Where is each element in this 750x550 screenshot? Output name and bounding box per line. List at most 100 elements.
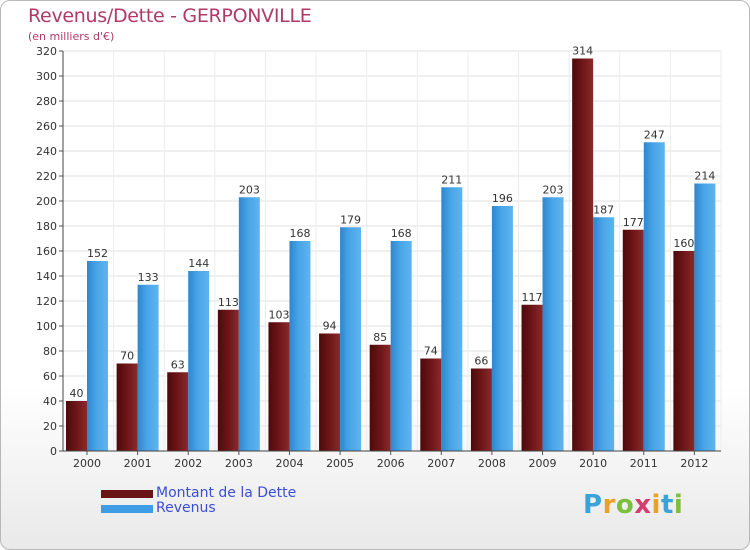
y-tick-label: 100 xyxy=(36,320,57,333)
bar-dette-2001 xyxy=(116,363,138,451)
bar-dette-2003 xyxy=(217,309,239,451)
y-tick-label: 20 xyxy=(43,420,57,433)
bar-dette-2004 xyxy=(268,322,290,451)
x-tick-label: 2002 xyxy=(174,457,202,470)
legend-swatch-revenus xyxy=(101,505,153,513)
y-tick-label: 180 xyxy=(36,220,57,233)
chart-title: Revenus/Dette - GERPONVILLE xyxy=(28,5,312,27)
axis-layer: 0 20 40 60 80 100 120 140 160 180 200 220 240 260 280 3… xyxy=(36,45,721,470)
x-tick-label: 2012 xyxy=(680,457,708,470)
data-label-revenus-2001: 133 xyxy=(138,271,159,284)
data-label-dette-2007: 74 xyxy=(424,345,438,358)
x-tick-label: 2009 xyxy=(529,457,557,470)
bar-dette-2002 xyxy=(167,372,189,451)
legend-label-revenus: Revenus xyxy=(156,500,216,516)
bar-revenus-2005 xyxy=(340,227,362,451)
data-label-revenus-2000: 152 xyxy=(87,247,108,260)
data-label-dette-2012: 160 xyxy=(673,237,694,250)
x-tick-label: 2007 xyxy=(427,457,455,470)
bars-layer xyxy=(66,58,716,451)
data-label-revenus-2009: 203 xyxy=(543,183,564,196)
bar-revenus-2008 xyxy=(491,206,513,451)
x-tick-label: 2000 xyxy=(73,457,101,470)
logo-letter: t xyxy=(660,490,674,520)
labels-layer: 40 152 70 133 63 144 113 203 103 168 94 179 85 168 74 2… xyxy=(70,45,716,401)
data-label-dette-2004: 103 xyxy=(268,308,289,321)
data-label-dette-2010: 314 xyxy=(572,45,593,58)
y-tick-label: 300 xyxy=(36,70,57,83)
legend-swatch-dette xyxy=(101,490,153,498)
y-tick-label: 140 xyxy=(36,270,57,283)
y-tick-label: 160 xyxy=(36,245,57,258)
bar-dette-2011 xyxy=(622,229,644,451)
bar-revenus-2006 xyxy=(390,241,412,451)
data-label-dette-2008: 66 xyxy=(474,355,488,368)
x-tick-label: 2003 xyxy=(225,457,253,470)
legend-label-dette: Montant de la Dette xyxy=(156,485,297,501)
y-tick-label: 260 xyxy=(36,120,57,133)
x-tick-label: 2001 xyxy=(124,457,152,470)
bar-dette-2007 xyxy=(420,358,442,451)
logo-letter: i xyxy=(651,490,661,520)
data-label-dette-2011: 177 xyxy=(623,216,644,229)
x-tick-label: 2005 xyxy=(326,457,354,470)
logo-letter: o xyxy=(615,490,635,520)
y-tick-label: 220 xyxy=(36,170,57,183)
data-label-revenus-2010: 187 xyxy=(593,203,614,216)
y-tick-label: 0 xyxy=(50,445,57,458)
y-tick-label: 60 xyxy=(43,370,57,383)
y-tick-label: 280 xyxy=(36,95,57,108)
data-label-dette-2000: 40 xyxy=(70,387,84,400)
data-label-revenus-2003: 203 xyxy=(239,183,260,196)
data-label-revenus-2011: 247 xyxy=(644,128,665,141)
data-label-dette-2009: 117 xyxy=(522,291,543,304)
x-tick-label: 2011 xyxy=(630,457,658,470)
bar-dette-2012 xyxy=(673,251,695,451)
data-label-revenus-2008: 196 xyxy=(492,192,513,205)
y-tick-label: 240 xyxy=(36,145,57,158)
data-label-revenus-2012: 214 xyxy=(694,170,715,183)
x-tick-label: 2008 xyxy=(478,457,506,470)
data-label-revenus-2006: 168 xyxy=(391,227,412,240)
bar-revenus-2003 xyxy=(238,197,260,451)
data-label-revenus-2007: 211 xyxy=(441,173,462,186)
x-tick-label: 2004 xyxy=(275,457,303,470)
bar-dette-2005 xyxy=(319,333,341,451)
bar-dette-2008 xyxy=(470,368,492,451)
bar-dette-2009 xyxy=(521,304,543,451)
y-tick-label: 40 xyxy=(43,395,57,408)
y-tick-label: 120 xyxy=(36,295,57,308)
logo-letter: P xyxy=(583,490,603,520)
data-label-revenus-2005: 179 xyxy=(340,213,361,226)
y-tick-label: 80 xyxy=(43,345,57,358)
data-label-dette-2006: 85 xyxy=(373,331,387,344)
chart-subtitle: (en milliers d'€) xyxy=(28,30,115,43)
bar-revenus-2000 xyxy=(87,261,108,451)
x-tick-label: 2006 xyxy=(377,457,405,470)
bar-revenus-2009 xyxy=(542,197,564,451)
bar-revenus-2012 xyxy=(694,183,716,451)
data-label-dette-2005: 94 xyxy=(323,320,337,333)
logo-letter: r xyxy=(602,490,616,520)
bar-revenus-2007 xyxy=(441,187,463,451)
x-tick-label: 2010 xyxy=(579,457,607,470)
y-tick-label: 200 xyxy=(36,195,57,208)
bar-revenus-2010 xyxy=(593,217,615,451)
data-label-revenus-2002: 144 xyxy=(188,257,209,270)
bar-revenus-2011 xyxy=(643,142,665,451)
bar-revenus-2004 xyxy=(289,241,311,451)
data-label-dette-2001: 70 xyxy=(120,350,134,363)
logo-letter: i xyxy=(673,490,684,520)
bar-dette-2000 xyxy=(66,401,87,451)
data-label-dette-2003: 113 xyxy=(218,296,239,309)
proxiti-logo: Proxiti xyxy=(583,490,683,520)
logo-letter: x xyxy=(634,490,652,520)
bar-dette-2006 xyxy=(369,344,391,451)
y-tick-label: 320 xyxy=(36,45,57,58)
bar-dette-2010 xyxy=(572,58,594,451)
bar-revenus-2001 xyxy=(137,284,159,451)
data-label-dette-2002: 63 xyxy=(171,358,185,371)
data-label-revenus-2004: 168 xyxy=(289,227,310,240)
